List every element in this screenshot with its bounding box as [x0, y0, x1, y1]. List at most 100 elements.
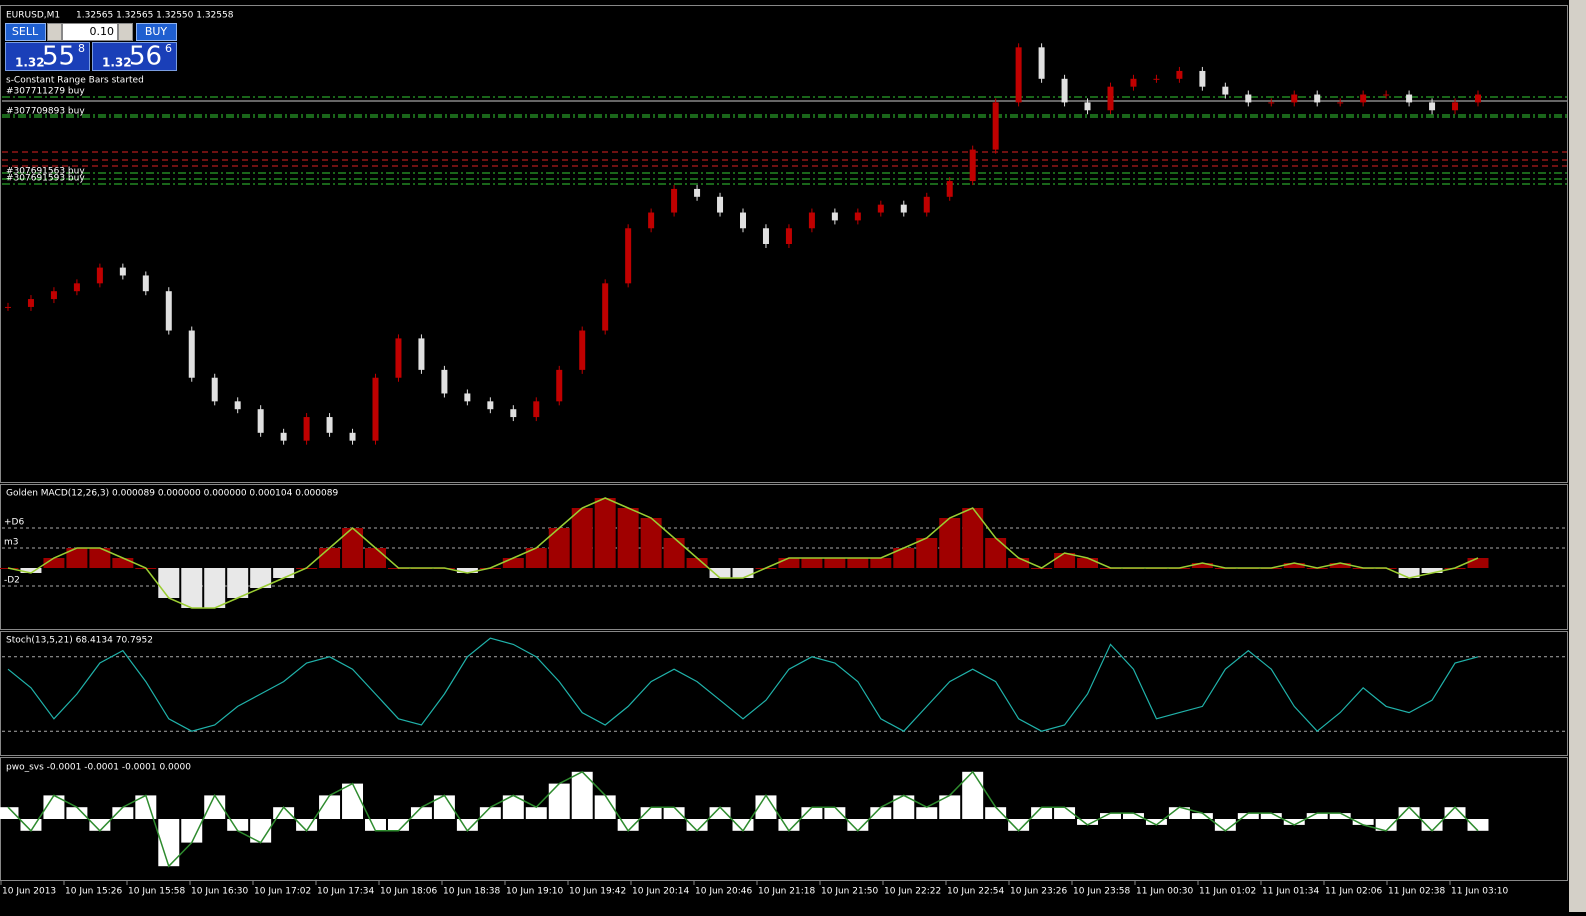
hist-bar	[1077, 819, 1099, 825]
hist-bar	[181, 568, 203, 608]
candle	[5, 306, 11, 308]
candle	[326, 417, 333, 433]
hist-bar	[824, 558, 846, 568]
hist-bar	[89, 548, 111, 568]
candle	[188, 330, 195, 378]
hist-bar	[548, 783, 570, 819]
main-window	[0, 5, 1568, 483]
sell-button[interactable]	[5, 23, 46, 41]
candle	[510, 409, 517, 418]
hist-bar	[1100, 813, 1121, 819]
hist-bar	[502, 795, 524, 819]
hist-bar	[296, 819, 318, 831]
hist-bar	[319, 795, 341, 819]
bid-big[interactable]: 1.32	[15, 56, 45, 70]
hist-bar	[939, 518, 961, 568]
hist-bar	[273, 807, 295, 819]
hist-bar	[1398, 568, 1420, 578]
time-label: 11 Jun 01:34	[1262, 887, 1319, 897]
candle	[73, 283, 80, 292]
candle	[142, 275, 149, 292]
hist-bar	[709, 807, 731, 819]
candle	[280, 432, 287, 441]
time-label: 10 Jun 15:26	[65, 887, 122, 897]
hist-bar	[365, 548, 386, 568]
symbol: EURUSD,M1	[6, 11, 60, 21]
hist-bar	[479, 807, 501, 819]
order-lines	[2, 96, 1567, 185]
hist-bar	[1054, 807, 1076, 819]
candle	[579, 330, 586, 370]
time-label: 10 Jun 18:06	[380, 887, 437, 897]
lot-value[interactable]: 0.10	[90, 25, 115, 38]
candle	[1452, 102, 1459, 111]
candle	[1406, 94, 1413, 103]
bid-frac[interactable]: 8	[78, 42, 85, 55]
hist-bar	[847, 558, 869, 568]
candle	[96, 267, 103, 284]
level-label: m3	[4, 538, 19, 548]
bid-pips[interactable]: 55	[42, 42, 75, 72]
hist-bar	[1398, 807, 1420, 819]
hist-bar	[985, 538, 1007, 568]
hist-bar	[778, 819, 800, 831]
hist-bar	[433, 795, 455, 819]
candle	[303, 417, 310, 441]
candle	[1038, 47, 1045, 79]
sell-label[interactable]: SELL	[12, 25, 39, 38]
hist-bar	[20, 819, 42, 831]
candle	[648, 212, 655, 229]
candle	[1061, 78, 1068, 103]
buy-label[interactable]: BUY	[145, 25, 168, 38]
hist-bar	[502, 558, 524, 568]
candle	[1015, 47, 1022, 103]
hist-bar	[962, 771, 984, 819]
hist-bar	[1329, 563, 1351, 568]
bid-box[interactable]	[5, 42, 90, 71]
message: s-Constant Range Bars started	[6, 76, 144, 86]
hist-bar	[1237, 813, 1259, 819]
hist-bar	[342, 783, 364, 819]
lot-down[interactable]	[47, 23, 62, 41]
ask-frac[interactable]: 6	[165, 42, 172, 55]
hist-bar	[525, 548, 547, 568]
candle	[808, 212, 815, 229]
hist-bar	[686, 819, 708, 831]
candle	[27, 299, 34, 307]
hist-bar	[663, 807, 685, 819]
hist-bar	[755, 795, 777, 819]
hist-bar	[456, 568, 478, 573]
ask-box[interactable]	[92, 42, 177, 71]
hist-bar	[158, 568, 180, 598]
time-label: 10 Jun 20:14	[632, 887, 689, 897]
hist-bar	[204, 795, 226, 819]
lot-up[interactable]	[118, 23, 133, 41]
candle	[50, 291, 57, 300]
hist-bar	[1214, 819, 1236, 831]
candle	[602, 283, 609, 331]
buy-button[interactable]	[136, 23, 177, 41]
lot-input[interactable]	[62, 23, 118, 41]
hist-bar	[1008, 558, 1030, 568]
time-label: 10 Jun 2013	[2, 887, 56, 897]
candle	[464, 393, 471, 402]
hist-bar	[1145, 819, 1167, 825]
scrollbar	[1569, 0, 1586, 912]
hist-bar	[1329, 813, 1351, 819]
hist-bar	[1168, 807, 1190, 819]
hist-bar	[1191, 813, 1213, 819]
candle	[923, 196, 930, 213]
candle	[877, 204, 884, 213]
ohlc: 1.32565 1.32565 1.32550 1.32558	[76, 11, 234, 21]
ask-big[interactable]: 1.32	[102, 56, 132, 70]
level-label: -D2	[4, 576, 20, 586]
time-label: 10 Jun 18:38	[443, 887, 500, 897]
hist-bar	[1421, 819, 1443, 831]
time-label: 10 Jun 20:46	[695, 887, 752, 897]
hist-bar	[1077, 558, 1099, 568]
hist-line	[7, 770, 1479, 868]
hist-bar	[893, 548, 915, 568]
candle	[1429, 102, 1436, 111]
ask-pips[interactable]: 56	[129, 42, 162, 72]
candle	[717, 196, 724, 213]
